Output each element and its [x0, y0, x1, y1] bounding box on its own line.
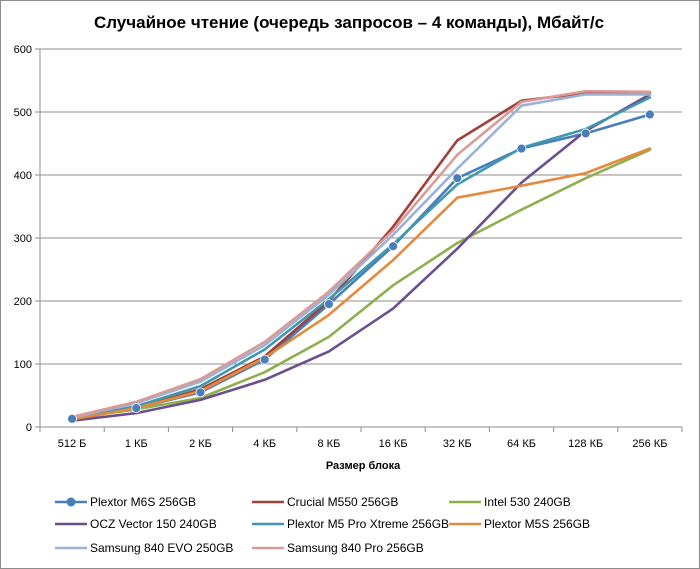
- y-tick-label: 600: [14, 44, 32, 56]
- legend-item: Intel 530 240GB: [449, 495, 571, 509]
- y-tick-label: 100: [14, 359, 32, 371]
- y-tick-label: 200: [14, 296, 32, 308]
- x-tick-label: 128 КБ: [568, 438, 603, 450]
- legend: Plextor M6S 256GB Crucial M550 256GB Intel…: [55, 495, 590, 555]
- x-tick-label: 4 КБ: [253, 438, 276, 450]
- legend-item: Plextor M5 Pro Xtreme 256GB: [252, 517, 449, 531]
- legend-item: Samsung 840 EVO 250GB: [55, 541, 233, 555]
- legend-label: Plextor M6S 256GB: [90, 495, 196, 509]
- x-tick-label: 512 Б: [58, 438, 87, 450]
- data-point: [67, 413, 77, 424]
- series-line-1: [70, 91, 652, 421]
- x-axis-label: Размер блока: [326, 460, 401, 472]
- x-tick-label: 8 КБ: [317, 438, 340, 450]
- legend-item: OCZ Vector 150 240GB: [55, 517, 217, 531]
- data-point: [516, 143, 527, 154]
- x-tick-label: 256 КБ: [632, 438, 667, 450]
- legend-label: Samsung 840 Pro 256GB: [287, 541, 424, 555]
- data-point: [323, 299, 334, 310]
- x-tick-label: 1 КБ: [125, 438, 148, 450]
- data-point: [645, 109, 655, 120]
- legend-item: Plextor M6S 256GB: [55, 495, 196, 509]
- series-line-5: [70, 147, 652, 421]
- series-line-7: [70, 89, 652, 419]
- series-line-6: [70, 93, 652, 419]
- legend-label: Crucial M550 256GB: [287, 495, 398, 509]
- legend-label: Plextor M5 Pro Xtreme 256GB: [287, 517, 449, 531]
- y-tick-label: 0: [26, 422, 32, 434]
- legend-label: OCZ Vector 150 240GB: [90, 517, 217, 531]
- data-point: [131, 403, 142, 414]
- series-line-3: [70, 93, 652, 423]
- x-tick-label: 16 КБ: [379, 438, 408, 450]
- legend-item: Plextor M5S 256GB: [449, 517, 590, 531]
- chart-title: Случайное чтение (очередь запросов – 4 к…: [94, 13, 604, 32]
- legend-marker: [66, 497, 76, 507]
- y-tick-label: 400: [14, 170, 32, 182]
- legend-label: Samsung 840 EVO 250GB: [90, 541, 233, 555]
- legend-label: Plextor M5S 256GB: [484, 517, 590, 531]
- data-point: [580, 128, 591, 139]
- y-tick-label: 500: [14, 107, 32, 119]
- series-line-2: [70, 148, 652, 420]
- legend-item: Samsung 840 Pro 256GB: [252, 541, 424, 555]
- legend-item: Crucial M550 256GB: [252, 495, 398, 509]
- x-tick-label: 2 КБ: [189, 438, 212, 450]
- series-lines: [67, 89, 655, 424]
- data-point: [388, 241, 399, 252]
- x-tick-label: 64 КБ: [507, 438, 536, 450]
- data-point: [259, 354, 270, 365]
- series-line-0: [70, 113, 652, 421]
- y-tick-label: 300: [14, 233, 32, 245]
- data-point: [452, 173, 463, 184]
- series-line-4: [70, 96, 652, 421]
- x-tick-label: 32 КБ: [443, 438, 472, 450]
- axes: 0 100 200 300 400 500 600 512 Б 1 КБ 2 КБ 4 КБ 8 КБ…: [14, 44, 683, 450]
- data-point: [195, 387, 206, 398]
- legend-label: Intel 530 240GB: [484, 495, 571, 509]
- gridlines: [40, 48, 682, 365]
